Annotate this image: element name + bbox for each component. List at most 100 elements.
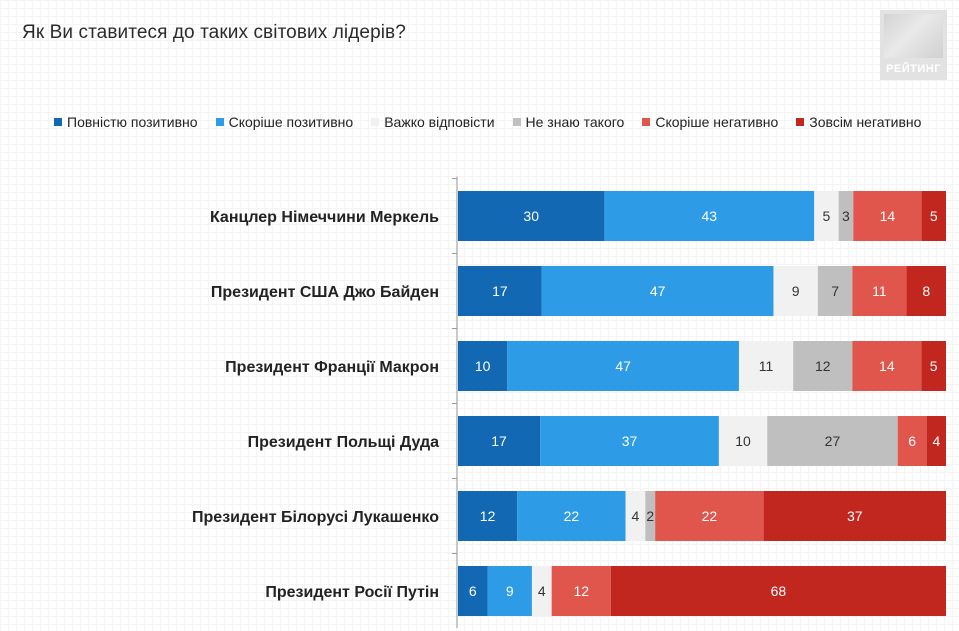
bar-segment bbox=[517, 491, 626, 541]
data-label: 14 bbox=[880, 208, 896, 224]
data-label: 8 bbox=[922, 283, 930, 299]
category-label: Президент США Джо Байден bbox=[211, 284, 439, 301]
data-label: 9 bbox=[792, 283, 800, 299]
data-label: 4 bbox=[538, 583, 546, 599]
logo-text: РЕЙТИНГ bbox=[886, 63, 941, 75]
bar-segment bbox=[531, 566, 552, 616]
bar-segment bbox=[838, 191, 854, 241]
legend-label: Повністю позитивно bbox=[67, 114, 198, 130]
chart-title: Як Ви ставитеся до таких світових лідері… bbox=[22, 22, 406, 43]
bar-segment bbox=[853, 191, 922, 241]
bar-segment bbox=[458, 491, 518, 541]
bar-segment bbox=[852, 266, 907, 316]
bar-segment bbox=[921, 341, 946, 391]
bar-segment bbox=[906, 266, 946, 316]
bar-segment bbox=[540, 416, 719, 466]
category-label: Президент Польщі Дуда bbox=[248, 434, 439, 451]
bar-segment bbox=[625, 491, 646, 541]
chart-legend: Повністю позитивно Скоріше позитивно Важ… bbox=[54, 113, 921, 131]
data-label: 12 bbox=[573, 583, 589, 599]
bar-segment bbox=[645, 491, 656, 541]
bar-segment bbox=[458, 191, 605, 241]
bar-segment bbox=[793, 341, 853, 391]
legend-item: Важко відповісти bbox=[371, 114, 495, 130]
data-label: 37 bbox=[622, 433, 638, 449]
bar-segment bbox=[897, 416, 927, 466]
data-label: 27 bbox=[825, 433, 841, 449]
data-label: 3 bbox=[842, 208, 850, 224]
data-label: 5 bbox=[930, 358, 938, 374]
bar-segment bbox=[763, 491, 946, 541]
legend-swatch bbox=[512, 118, 521, 126]
legend-label: Не знаю такого bbox=[525, 114, 625, 130]
data-label: 47 bbox=[615, 358, 631, 374]
data-label: 43 bbox=[702, 208, 718, 224]
bar-segment bbox=[655, 491, 764, 541]
bar-segment bbox=[773, 266, 818, 316]
data-label: 68 bbox=[771, 583, 787, 599]
data-label: 6 bbox=[469, 583, 477, 599]
legend-item: Скоріше негативно bbox=[642, 114, 778, 130]
legend-label: Важко відповісти bbox=[384, 114, 495, 130]
bar-segment bbox=[541, 266, 774, 316]
bar-segment bbox=[458, 416, 541, 466]
legend-swatch bbox=[215, 118, 224, 126]
legend-swatch bbox=[371, 118, 380, 126]
reyting-logo: РЕЙТИНГ bbox=[880, 10, 947, 80]
data-label: 22 bbox=[564, 508, 580, 524]
bar-segment bbox=[610, 566, 946, 616]
legend-label: Скоріше негативно bbox=[655, 114, 779, 130]
bar-segment bbox=[458, 566, 488, 616]
legend-item: Не знаю такого bbox=[512, 114, 625, 130]
category-label: Президент Франції Макрон bbox=[225, 359, 439, 376]
bar-segment bbox=[852, 341, 922, 391]
data-label: 14 bbox=[879, 358, 895, 374]
bar-segment bbox=[926, 416, 946, 466]
data-label: 47 bbox=[650, 283, 666, 299]
category-label: Президент Росії Путін bbox=[265, 584, 439, 601]
data-label: 17 bbox=[491, 433, 507, 449]
legend-item: Повністю позитивно bbox=[54, 114, 198, 130]
data-label: 30 bbox=[523, 208, 539, 224]
data-label: 5 bbox=[823, 208, 831, 224]
legend-label: Зовсім негативно bbox=[809, 114, 922, 130]
data-label: 6 bbox=[908, 433, 916, 449]
data-label: 37 bbox=[847, 508, 863, 524]
category-label: Канцлер Німеччини Меркель bbox=[210, 209, 439, 226]
bar-segment bbox=[551, 566, 611, 616]
bar-segment bbox=[604, 191, 815, 241]
category-label: Президент Білорусі Лукашенко bbox=[192, 509, 439, 526]
data-label: 17 bbox=[492, 283, 508, 299]
bar-segment bbox=[817, 266, 853, 316]
legend-item: Зовсім негативно bbox=[796, 114, 921, 130]
bar-segment bbox=[458, 341, 508, 391]
legend-item: Скоріше позитивно bbox=[215, 114, 354, 130]
data-label: 10 bbox=[475, 358, 491, 374]
data-label: 7 bbox=[831, 283, 839, 299]
bar-segment bbox=[507, 341, 739, 391]
data-label: 5 bbox=[930, 208, 938, 224]
data-label: 9 bbox=[506, 583, 514, 599]
logo-mark-icon bbox=[884, 14, 943, 58]
data-label: 22 bbox=[702, 508, 718, 524]
data-label: 12 bbox=[480, 508, 496, 524]
data-label: 12 bbox=[815, 358, 831, 374]
bar-segment bbox=[458, 266, 542, 316]
data-label: 11 bbox=[872, 283, 887, 299]
legend-swatch bbox=[796, 118, 805, 126]
data-label: 2 bbox=[646, 508, 654, 524]
data-label: 11 bbox=[759, 358, 774, 374]
legend-label: Скоріше позитивно bbox=[228, 114, 354, 130]
data-label: 4 bbox=[632, 508, 640, 524]
bar-segment bbox=[738, 341, 794, 391]
bar-segment bbox=[921, 191, 946, 241]
bar-segment bbox=[487, 566, 532, 616]
data-label: 4 bbox=[932, 433, 940, 449]
legend-swatch bbox=[642, 118, 651, 126]
data-label: 10 bbox=[735, 433, 751, 449]
bar-segment bbox=[814, 191, 839, 241]
bar-segment bbox=[767, 416, 898, 466]
legend-swatch bbox=[54, 118, 62, 126]
bar-segment bbox=[718, 416, 768, 466]
